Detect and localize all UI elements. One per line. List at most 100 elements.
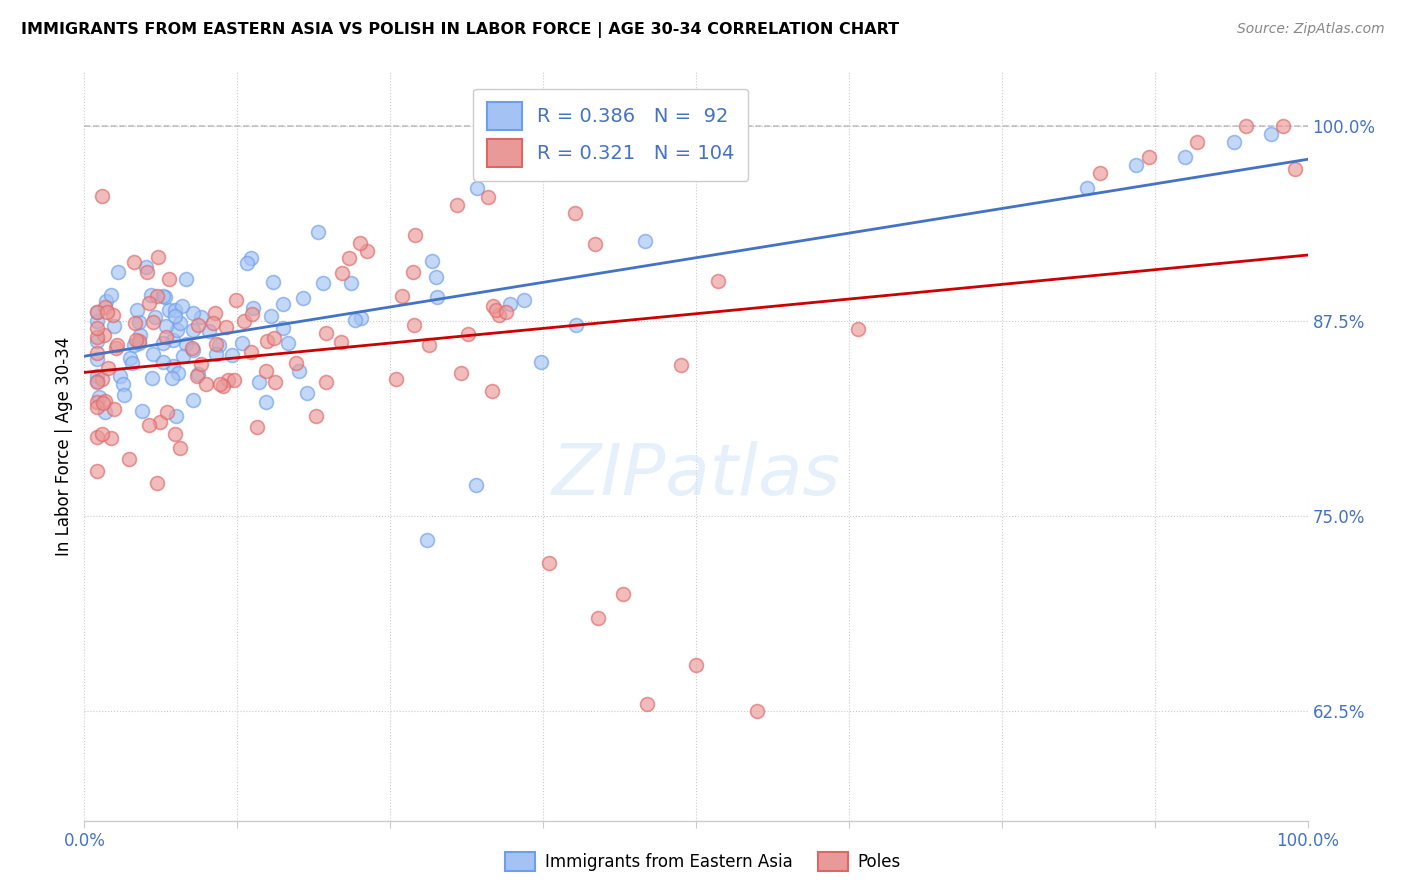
Point: [163, 310, 186, 324]
Point: [418, 338, 440, 352]
Point: [231, 336, 253, 351]
Point: [315, 326, 337, 340]
Point: [181, 343, 204, 358]
Point: [586, 610, 609, 624]
Point: [142, 346, 165, 360]
Point: [169, 317, 191, 331]
Point: [111, 376, 134, 391]
Point: [636, 697, 658, 711]
Point: [128, 328, 150, 343]
Point: [450, 367, 472, 381]
Point: [425, 269, 447, 284]
Point: [155, 319, 177, 334]
Point: [86, 305, 108, 319]
Point: [105, 338, 128, 352]
Text: ZIPatlas: ZIPatlas: [551, 442, 841, 510]
Point: [215, 320, 238, 334]
Point: [136, 265, 159, 279]
Point: [94, 293, 117, 308]
Point: [149, 415, 172, 429]
Point: [271, 321, 294, 335]
Point: [190, 310, 212, 324]
Point: [426, 290, 449, 304]
Point: [91, 396, 114, 410]
Point: [295, 386, 318, 401]
Point: [401, 265, 423, 279]
Point: [633, 234, 655, 248]
Point: [91, 372, 114, 386]
Text: Source: ZipAtlas.com: Source: ZipAtlas.com: [1237, 22, 1385, 37]
Point: [204, 305, 226, 319]
Point: [146, 475, 169, 490]
Point: [457, 327, 479, 342]
Point: [254, 395, 277, 409]
Point: [340, 277, 363, 291]
Point: [91, 188, 114, 202]
Point: [1088, 166, 1111, 180]
Point: [141, 288, 163, 302]
Point: [122, 337, 145, 351]
Point: [166, 323, 188, 337]
Point: [349, 235, 371, 250]
Point: [416, 533, 439, 547]
Point: [160, 371, 183, 385]
Point: [305, 409, 328, 424]
Point: [103, 401, 125, 416]
Point: [120, 351, 142, 365]
Point: [165, 409, 187, 423]
Point: [538, 556, 561, 570]
Point: [256, 334, 278, 348]
Point: [221, 348, 243, 362]
Point: [330, 266, 353, 280]
Point: [112, 388, 135, 402]
Point: [612, 587, 634, 601]
Point: [583, 236, 606, 251]
Point: [100, 431, 122, 445]
Point: [146, 289, 169, 303]
Point: [86, 375, 108, 389]
Point: [190, 358, 212, 372]
Point: [247, 375, 270, 389]
Point: [208, 338, 231, 352]
Point: [481, 384, 503, 398]
Point: [264, 375, 287, 389]
Point: [1076, 181, 1098, 195]
Point: [153, 290, 176, 304]
Point: [685, 657, 707, 672]
Point: [246, 420, 269, 434]
Point: [86, 346, 108, 360]
Point: [1223, 135, 1246, 149]
Point: [330, 334, 353, 349]
Point: [128, 335, 150, 350]
Point: [152, 289, 174, 303]
Point: [385, 372, 408, 386]
Point: [181, 341, 204, 355]
Point: [262, 275, 284, 289]
Point: [565, 318, 588, 332]
Point: [671, 359, 693, 373]
Point: [94, 405, 117, 419]
Point: [142, 315, 165, 329]
Point: [202, 316, 225, 330]
Point: [135, 260, 157, 275]
Point: [477, 190, 499, 204]
Point: [1137, 150, 1160, 164]
Point: [93, 300, 115, 314]
Point: [125, 303, 148, 318]
Point: [513, 293, 536, 307]
Point: [254, 364, 277, 378]
Point: [156, 405, 179, 419]
Point: [239, 345, 262, 359]
Point: [212, 378, 235, 392]
Point: [152, 335, 174, 350]
Point: [86, 375, 108, 389]
Point: [1284, 161, 1306, 176]
Point: [86, 394, 108, 409]
Point: [100, 288, 122, 302]
Point: [222, 373, 245, 387]
Point: [96, 305, 118, 319]
Text: IMMIGRANTS FROM EASTERN ASIA VS POLISH IN LABOR FORCE | AGE 30-34 CORRELATION CH: IMMIGRANTS FROM EASTERN ASIA VS POLISH I…: [21, 22, 900, 38]
Point: [155, 330, 177, 344]
Point: [350, 311, 373, 326]
Point: [107, 265, 129, 279]
